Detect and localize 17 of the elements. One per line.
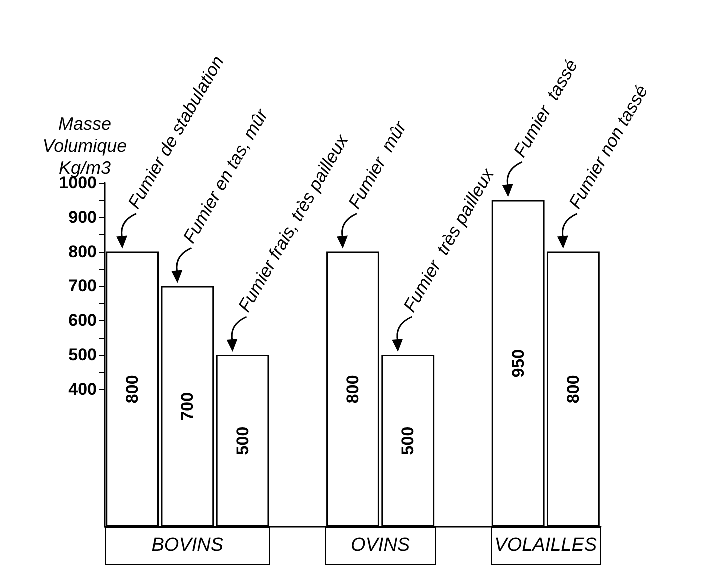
y-tick-label: 600 bbox=[68, 311, 97, 330]
data-label: 500 bbox=[233, 426, 252, 456]
y-axis-title: Masse Volumique Kg/m3 bbox=[42, 114, 128, 178]
text: OVINS bbox=[325, 527, 436, 565]
data-label: 500 bbox=[398, 426, 418, 456]
data-label: 800 bbox=[123, 375, 142, 404]
y-tick-label: 400 bbox=[68, 380, 97, 399]
data-label: 800 bbox=[344, 375, 362, 404]
text: VOLAILLES bbox=[490, 527, 601, 565]
y-tick-label: 700 bbox=[68, 276, 97, 296]
data-label: 800 bbox=[564, 375, 583, 404]
y-tick-label: 900 bbox=[68, 208, 97, 227]
data-label: 700 bbox=[178, 392, 198, 421]
y-tick-label: 800 bbox=[68, 242, 97, 262]
text: BOVINS bbox=[105, 527, 270, 565]
data-label: 950 bbox=[508, 349, 528, 378]
y-tick-label: 500 bbox=[68, 346, 97, 364]
